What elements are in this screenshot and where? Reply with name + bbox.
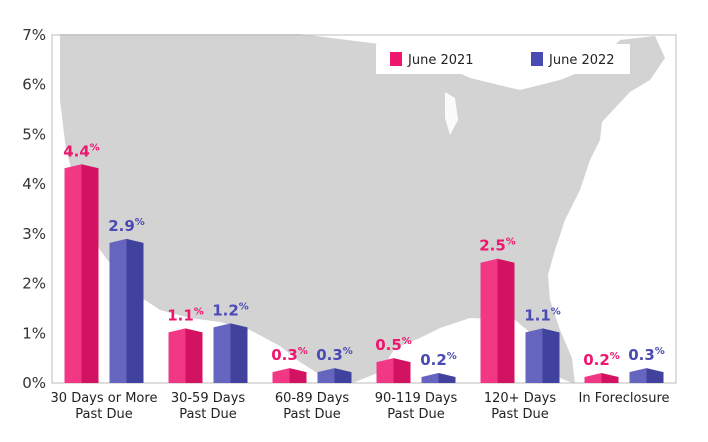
bar-face-right xyxy=(230,323,248,383)
bar-face-right xyxy=(438,373,456,383)
x-category-label: 30-59 Days Past Due xyxy=(171,391,246,422)
bar-face-right xyxy=(497,258,515,383)
x-category-label: 90-119 Days Past Due xyxy=(375,391,458,422)
bar-face-right xyxy=(81,164,99,383)
bar-face-right xyxy=(542,328,560,383)
bar-face-right xyxy=(601,373,619,383)
bar-value-label: 1.1% xyxy=(524,306,561,324)
bar-value-label: 0.2% xyxy=(420,351,457,369)
bar-june-2021 xyxy=(584,373,619,383)
bar-face-left xyxy=(168,328,186,383)
y-tick-label: 3% xyxy=(22,225,46,243)
bar-face-left xyxy=(272,368,290,383)
bar-value-label: 2.5% xyxy=(479,237,516,255)
y-tick-label: 4% xyxy=(22,175,46,193)
bar-value-label: 1.2% xyxy=(212,301,249,319)
bar-june-2021 xyxy=(480,258,515,383)
y-tick-label: 0% xyxy=(22,374,46,392)
x-category-label: 60-89 Days Past Due xyxy=(275,391,350,422)
bar-value-label: 1.1% xyxy=(167,306,204,324)
legend-swatch-june-2022 xyxy=(531,52,543,66)
bar-face-left xyxy=(64,164,82,383)
y-tick-label: 7% xyxy=(22,26,46,44)
bar-face-left xyxy=(317,368,335,383)
bar-face-left xyxy=(480,258,498,383)
bar-face-left xyxy=(109,238,127,383)
bar-june-2022 xyxy=(109,238,144,383)
bar-face-left xyxy=(421,373,439,383)
x-category-label: 120+ Days Past Due xyxy=(484,391,557,422)
y-tick-label: 6% xyxy=(22,76,46,94)
y-tick-label: 5% xyxy=(22,125,46,143)
bar-face-right xyxy=(126,238,144,383)
bar-june-2021 xyxy=(272,368,307,383)
bar-face-right xyxy=(393,358,411,383)
bar-face-left xyxy=(629,368,647,383)
x-category-label: 30 Days or More Past Due xyxy=(51,391,158,422)
bar-value-label: 0.3% xyxy=(628,346,665,364)
y-tick-label: 2% xyxy=(22,275,46,293)
bar-value-label: 0.3% xyxy=(271,346,308,364)
bar-face-left xyxy=(376,358,394,383)
legend-swatch-june-2021 xyxy=(390,52,402,66)
y-axis: 0% 1% 2% 3% 4% 5% 6% 7% xyxy=(22,26,46,392)
bar-june-2022 xyxy=(629,368,664,383)
bar-june-2022 xyxy=(213,323,248,383)
x-axis: 30 Days or More Past Due 30-59 Days Past Du… xyxy=(51,391,670,422)
bars-layer: 4.4% 2.9% 1.1% 1.2% 0.3% 0.3% 0.5% 0.2% 2.5% 1.1%… xyxy=(63,142,665,383)
bar-face-left xyxy=(525,328,543,383)
bar-face-right xyxy=(185,328,203,383)
bar-face-right xyxy=(289,368,307,383)
x-category-label: In Foreclosure xyxy=(578,391,669,406)
us-map-background xyxy=(60,34,665,384)
bar-value-label: 0.3% xyxy=(316,346,353,364)
bar-face-left xyxy=(213,323,231,383)
bar-june-2021 xyxy=(376,358,411,383)
bar-value-label: 0.2% xyxy=(583,351,620,369)
bar-face-right xyxy=(646,368,664,383)
legend: June 2021 June 2022 xyxy=(376,44,630,74)
bar-value-label: 2.9% xyxy=(108,217,145,235)
y-tick-label: 1% xyxy=(22,324,46,342)
bar-face-left xyxy=(584,373,602,383)
legend-label-june-2021: June 2021 xyxy=(407,53,474,68)
bar-june-2022 xyxy=(317,368,352,383)
bar-value-label: 0.5% xyxy=(375,336,412,354)
bar-june-2022 xyxy=(525,328,560,383)
bar-june-2022 xyxy=(421,373,456,383)
bar-face-right xyxy=(334,368,352,383)
bar-june-2021 xyxy=(64,164,99,383)
bar-june-2021 xyxy=(168,328,203,383)
legend-label-june-2022: June 2022 xyxy=(548,53,615,68)
legend-background xyxy=(376,44,630,74)
bar-value-label: 4.4% xyxy=(63,142,100,160)
plot-frame xyxy=(51,34,677,384)
